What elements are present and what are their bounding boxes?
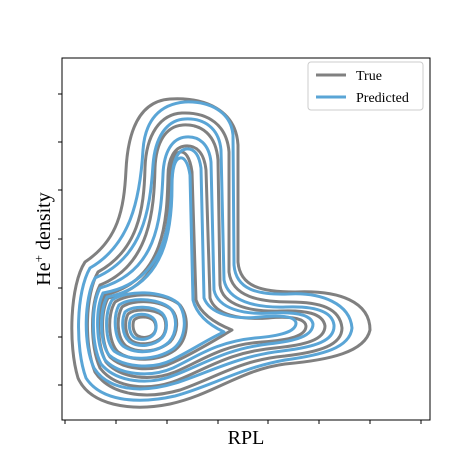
predicted-contour-level-5 [100, 156, 226, 368]
series-predicted-contours [77, 100, 354, 402]
predicted-contour-level-9 [127, 312, 158, 341]
predicted-contour-level-2 [84, 117, 336, 391]
legend: True Predicted [307, 61, 424, 111]
legend-label-true: True [356, 69, 382, 84]
y-axis-label: He+ density [31, 192, 55, 285]
y-axis-label-sup: + [31, 255, 46, 262]
x-ticks [64, 420, 422, 424]
true-contour-level-1 [70, 97, 372, 409]
x-axis-label: RPL [228, 427, 265, 449]
predicted-contour-level-1 [77, 100, 354, 402]
plot-frame [61, 57, 431, 421]
y-axis-label-rest: density [33, 192, 55, 255]
true-contour-level-6 [108, 293, 188, 361]
y-axis-label-main: He [33, 262, 55, 285]
predicted-contour-level-8 [121, 305, 168, 347]
y-ticks [58, 93, 62, 386]
predicted-contour-level-6 [105, 291, 186, 360]
predicted-contour-level-3 [91, 135, 315, 383]
legend-label-predicted: Predicted [356, 91, 409, 106]
true-contour-level-2 [85, 111, 344, 397]
true-contour-level-3 [91, 123, 327, 389]
predicted-contour-level-7 [113, 298, 177, 354]
